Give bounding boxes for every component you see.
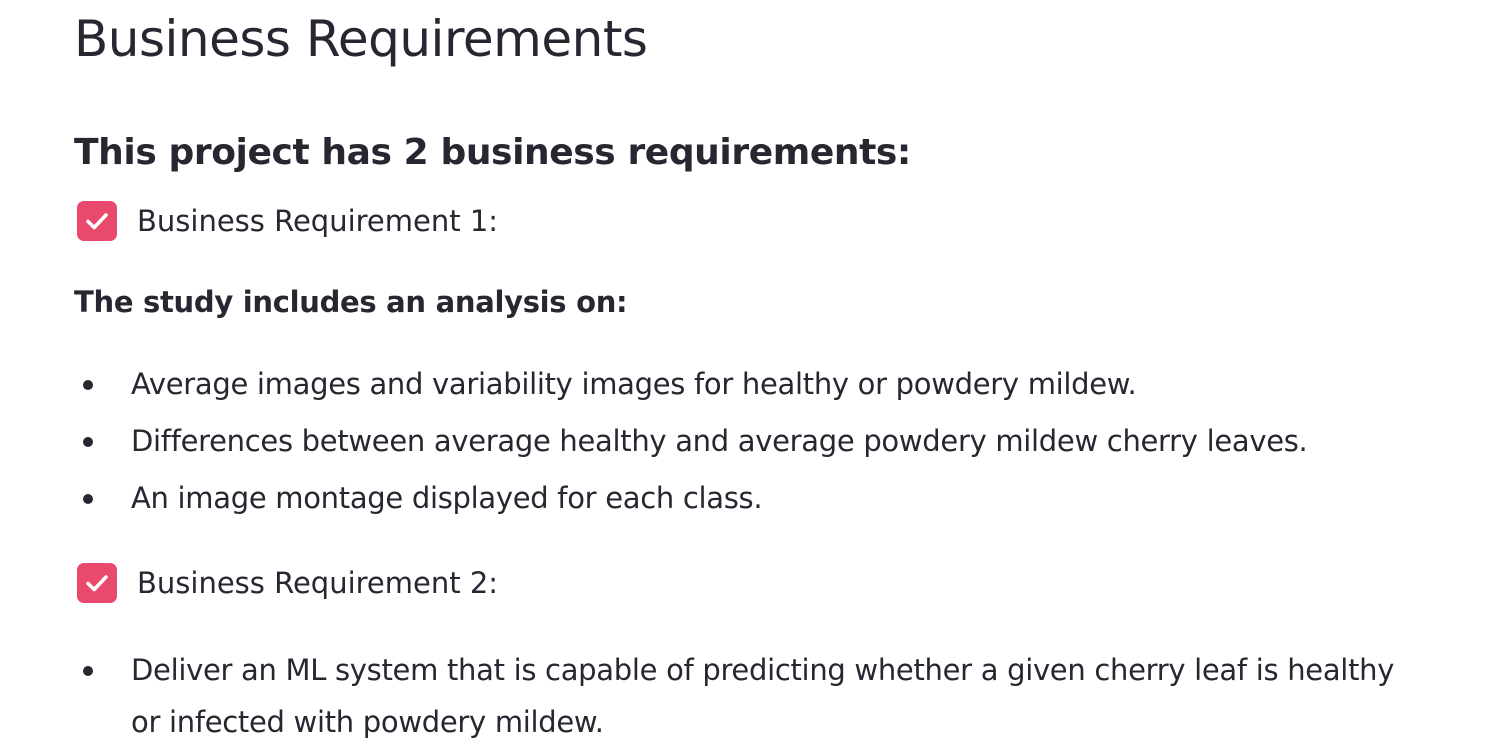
bullet-dot-icon	[83, 494, 93, 504]
section-heading: This project has 2 business requirements…	[74, 132, 911, 173]
list-item: An image montage displayed for each clas…	[74, 472, 1434, 524]
bullet-dot-icon	[83, 666, 93, 676]
bullet-dot-icon	[83, 380, 93, 390]
list-item-text: Average images and variability images fo…	[131, 367, 1137, 401]
list-item-text: Differences between average healthy and …	[131, 424, 1308, 458]
business-requirement-2-label[interactable]: Business Requirement 2:	[137, 566, 499, 600]
checkbox-checked-box[interactable]	[77, 201, 117, 241]
list-item: Average images and variability images fo…	[74, 358, 1434, 410]
list-item-text: An image montage displayed for each clas…	[131, 481, 763, 515]
bullet-dot-icon	[83, 437, 93, 447]
business-requirement-2-checkbox[interactable]: Business Requirement 2:	[77, 562, 498, 604]
study-heading: The study includes an analysis on:	[74, 285, 628, 319]
checkbox-checked-box[interactable]	[77, 563, 117, 603]
list-item: Deliver an ML system that is capable of …	[74, 644, 1431, 748]
analysis-list: Average images and variability images fo…	[74, 358, 1434, 529]
business-requirement-1-checkbox[interactable]: Business Requirement 1:	[77, 200, 498, 242]
requirement-2-list: Deliver an ML system that is capable of …	[74, 644, 1434, 753]
check-icon	[86, 575, 108, 592]
page-title: Business Requirements	[74, 10, 648, 68]
list-item: Differences between average healthy and …	[74, 415, 1434, 467]
list-item-text: Deliver an ML system that is capable of …	[131, 653, 1395, 739]
business-requirement-1-label[interactable]: Business Requirement 1:	[137, 204, 499, 238]
check-icon	[86, 213, 108, 230]
